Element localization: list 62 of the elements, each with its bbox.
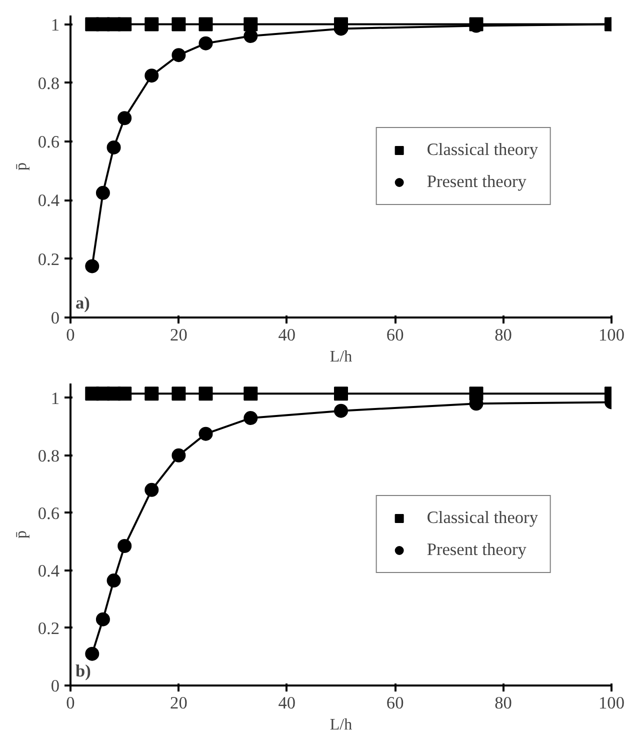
point: [172, 386, 186, 401]
point: [144, 68, 159, 83]
y-tick-label: 0: [50, 676, 60, 696]
x-tick-label: 40: [278, 694, 296, 712]
x-tick-label: 80: [494, 694, 512, 712]
point: [118, 111, 132, 126]
point: [85, 259, 100, 274]
x-tick-label: 80: [494, 326, 512, 344]
y-tick-label: 0.2: [38, 618, 60, 638]
point: [96, 612, 110, 626]
point: [244, 29, 258, 44]
x-axis-title: L/h: [330, 716, 352, 734]
x-tick-label: 100: [598, 694, 625, 712]
y-tick-label: 0.6: [38, 132, 60, 152]
x-tick-label: 40: [278, 326, 296, 344]
point: [106, 574, 121, 588]
annotation: b): [76, 662, 92, 680]
point: [198, 426, 213, 441]
point: [106, 140, 121, 154]
x-tick-label: 20: [170, 694, 188, 712]
point: [244, 386, 258, 401]
point: [244, 17, 258, 32]
y-tick-label: 0.8: [38, 74, 60, 93]
x-axis-title: L/h: [330, 348, 352, 366]
y-tick-label: 0: [50, 308, 60, 328]
point: [198, 17, 213, 32]
point: [118, 539, 132, 553]
legend-label: Classical theory: [426, 140, 538, 160]
legend-label: Present theory: [426, 172, 526, 192]
point: [144, 386, 159, 401]
point: [172, 448, 186, 462]
point: [244, 411, 258, 425]
point: [144, 482, 159, 497]
y-axis-title: p̄: [12, 530, 30, 538]
point: [118, 17, 132, 32]
point: [198, 36, 213, 50]
x-tick-label: 20: [170, 326, 188, 344]
y-tick-label: 0.8: [38, 446, 60, 466]
y-tick-label: 0.6: [38, 504, 60, 523]
point: [172, 17, 186, 32]
x-tick-label: 0: [66, 326, 75, 344]
legend-label: Classical theory: [426, 508, 538, 528]
point: [334, 404, 348, 418]
point: [334, 386, 348, 401]
point: [172, 48, 186, 62]
point: [96, 186, 110, 200]
x-tick-label: 100: [598, 326, 625, 344]
point: [85, 646, 100, 661]
point: [144, 17, 159, 32]
y-tick-label: 0.4: [38, 191, 60, 210]
y-tick-label: 1: [50, 15, 60, 34]
annotation: a): [76, 294, 90, 312]
legend-label: Present theory: [426, 540, 526, 560]
y-tick-label: 1: [50, 388, 60, 408]
point: [198, 386, 213, 401]
x-tick-label: 60: [386, 694, 404, 712]
y-axis-title: p̄: [12, 162, 30, 170]
y-tick-label: 0.2: [38, 250, 60, 269]
y-tick-label: 0.4: [38, 561, 60, 580]
point: [118, 386, 132, 401]
x-tick-label: 0: [66, 694, 75, 712]
x-tick-label: 60: [386, 326, 404, 344]
